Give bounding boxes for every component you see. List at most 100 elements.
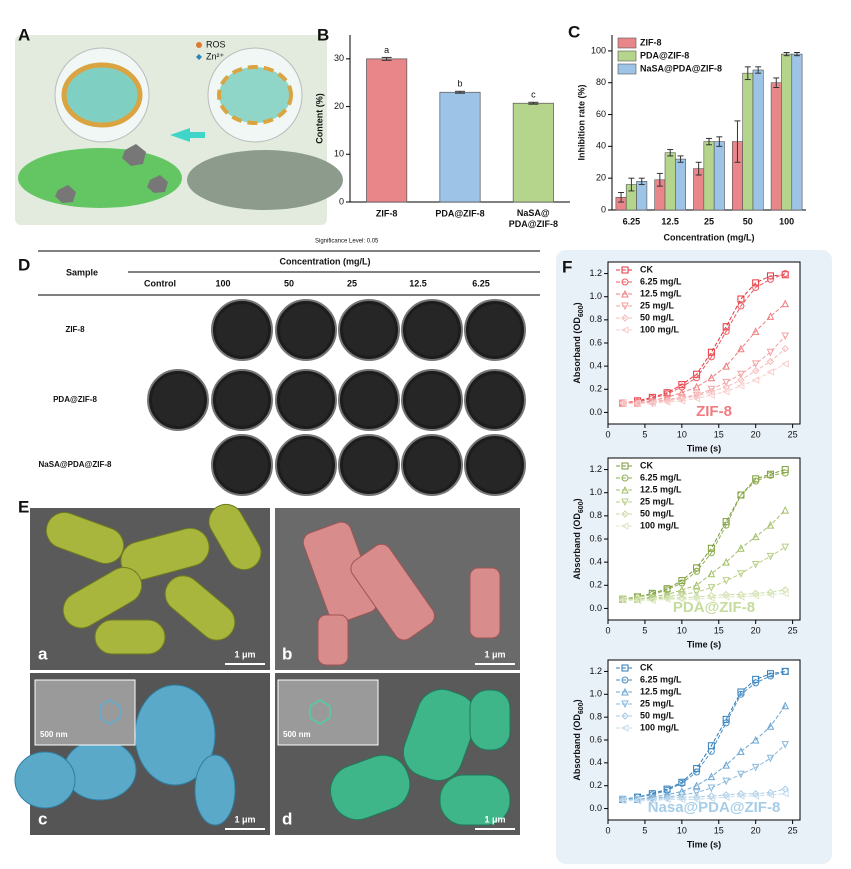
- legend-label: Zn²⁺: [206, 51, 225, 61]
- chart-title: ZIF-8: [696, 403, 732, 420]
- error-bar: [381, 56, 392, 61]
- cell: [208, 503, 262, 571]
- marker: [662, 795, 671, 804]
- bar: [742, 72, 754, 211]
- marker: [752, 283, 760, 291]
- chart-title: Nasa@PDA@ZIF-8: [648, 799, 781, 816]
- marker: [692, 781, 701, 790]
- x-tick-label: 5: [642, 429, 647, 439]
- marker: [766, 520, 775, 529]
- marker: [662, 398, 671, 406]
- series-line: [622, 670, 786, 800]
- marker: [707, 742, 715, 750]
- y-tick-label: 10: [334, 149, 344, 159]
- x-tick-label: 0: [605, 625, 610, 635]
- marker: [781, 789, 789, 798]
- x-tick-label: 15: [714, 625, 724, 635]
- legend-label: 12.5 mg/L: [640, 484, 682, 494]
- marker: [766, 672, 774, 680]
- marker: [722, 378, 730, 387]
- marker: [722, 593, 730, 601]
- y-tick-label: 0: [339, 196, 344, 206]
- error-bar: [783, 52, 790, 57]
- y-tick-label: 0.4: [589, 361, 602, 371]
- legend-label: NaSA@PDA@ZIF-8: [640, 63, 722, 73]
- marker: [766, 348, 775, 357]
- marker: [663, 786, 671, 794]
- bar: [439, 91, 481, 203]
- x-tick-label: 0: [605, 429, 610, 439]
- series-line: [622, 705, 786, 800]
- y-tick-label: 100: [591, 45, 606, 55]
- marker: [648, 596, 656, 605]
- scale-bars: [225, 663, 515, 830]
- marker: [693, 374, 701, 382]
- plate-inner: [280, 374, 332, 426]
- row-header: ZIF-8: [65, 325, 85, 334]
- series-line: [622, 303, 786, 404]
- cell: [439, 774, 511, 826]
- x-tick-label: PDA@ZIF-8: [435, 208, 484, 218]
- marker: [781, 667, 789, 675]
- error-bar: [656, 172, 663, 187]
- column-header: 50: [284, 278, 294, 288]
- marker: [621, 676, 629, 684]
- row-header: NaSA@PDA@ZIF-8: [39, 460, 112, 469]
- legend-label: 12.5 mg/L: [640, 288, 682, 298]
- error-bar: [706, 137, 712, 146]
- y-axis-label: Absorband (OD600): [572, 302, 585, 383]
- legend-label: CK: [640, 460, 653, 470]
- y-tick-label: 1.2: [589, 666, 602, 676]
- y-tick-label: 0.0: [589, 803, 602, 813]
- marker: [781, 505, 790, 514]
- zn-icon: [196, 54, 202, 60]
- cell: [350, 543, 435, 641]
- legend-label: ZIF-8: [640, 37, 662, 47]
- label-line: NaSA@: [517, 208, 550, 218]
- x-tick-label: 20: [751, 625, 761, 635]
- x-tick-label: 10: [677, 825, 687, 835]
- marker: [751, 763, 760, 772]
- marker: [737, 370, 745, 379]
- bacteria: [302, 521, 501, 666]
- marker: [751, 792, 760, 800]
- x-axis-label: Time (s): [687, 639, 721, 649]
- legend-label: ROS: [206, 39, 226, 49]
- panel-label: D: [18, 255, 30, 274]
- y-tick-label: 0.0: [589, 407, 602, 417]
- marker: [692, 394, 701, 403]
- marker: [620, 326, 629, 334]
- marker: [648, 592, 657, 601]
- marker: [737, 790, 745, 798]
- error-bar: [695, 161, 702, 176]
- marker: [692, 793, 701, 801]
- y-tick-label: 0.8: [589, 314, 602, 324]
- error-bar: [744, 66, 751, 81]
- label-part: Absorband (OD: [572, 714, 582, 781]
- scale-label: 1 μm: [484, 649, 505, 659]
- bar: [752, 69, 764, 211]
- significance-note: Significance Level: 0.05: [315, 239, 379, 245]
- damaged-bacterium: [187, 150, 343, 210]
- marker: [618, 796, 627, 805]
- column-header: 12.5: [409, 278, 427, 288]
- inset-scale-label: 500 nm: [283, 730, 311, 739]
- marker: [707, 591, 716, 600]
- marker: [621, 687, 629, 696]
- x-tick-label: 5: [642, 625, 647, 635]
- marker: [737, 590, 745, 599]
- marker: [737, 690, 745, 698]
- marker: [663, 586, 671, 594]
- y-tick-label: 0.2: [589, 580, 602, 590]
- marker: [751, 560, 760, 569]
- plate-inner: [406, 304, 458, 356]
- marker: [621, 302, 629, 311]
- bacteria: [14, 684, 236, 826]
- marker: [678, 591, 686, 599]
- bacteria: [330, 688, 511, 826]
- plate-inner: [406, 374, 458, 426]
- cell: [469, 689, 511, 751]
- plate-inner: [216, 374, 268, 426]
- x-tick-label: 15: [714, 825, 724, 835]
- marker: [781, 469, 789, 477]
